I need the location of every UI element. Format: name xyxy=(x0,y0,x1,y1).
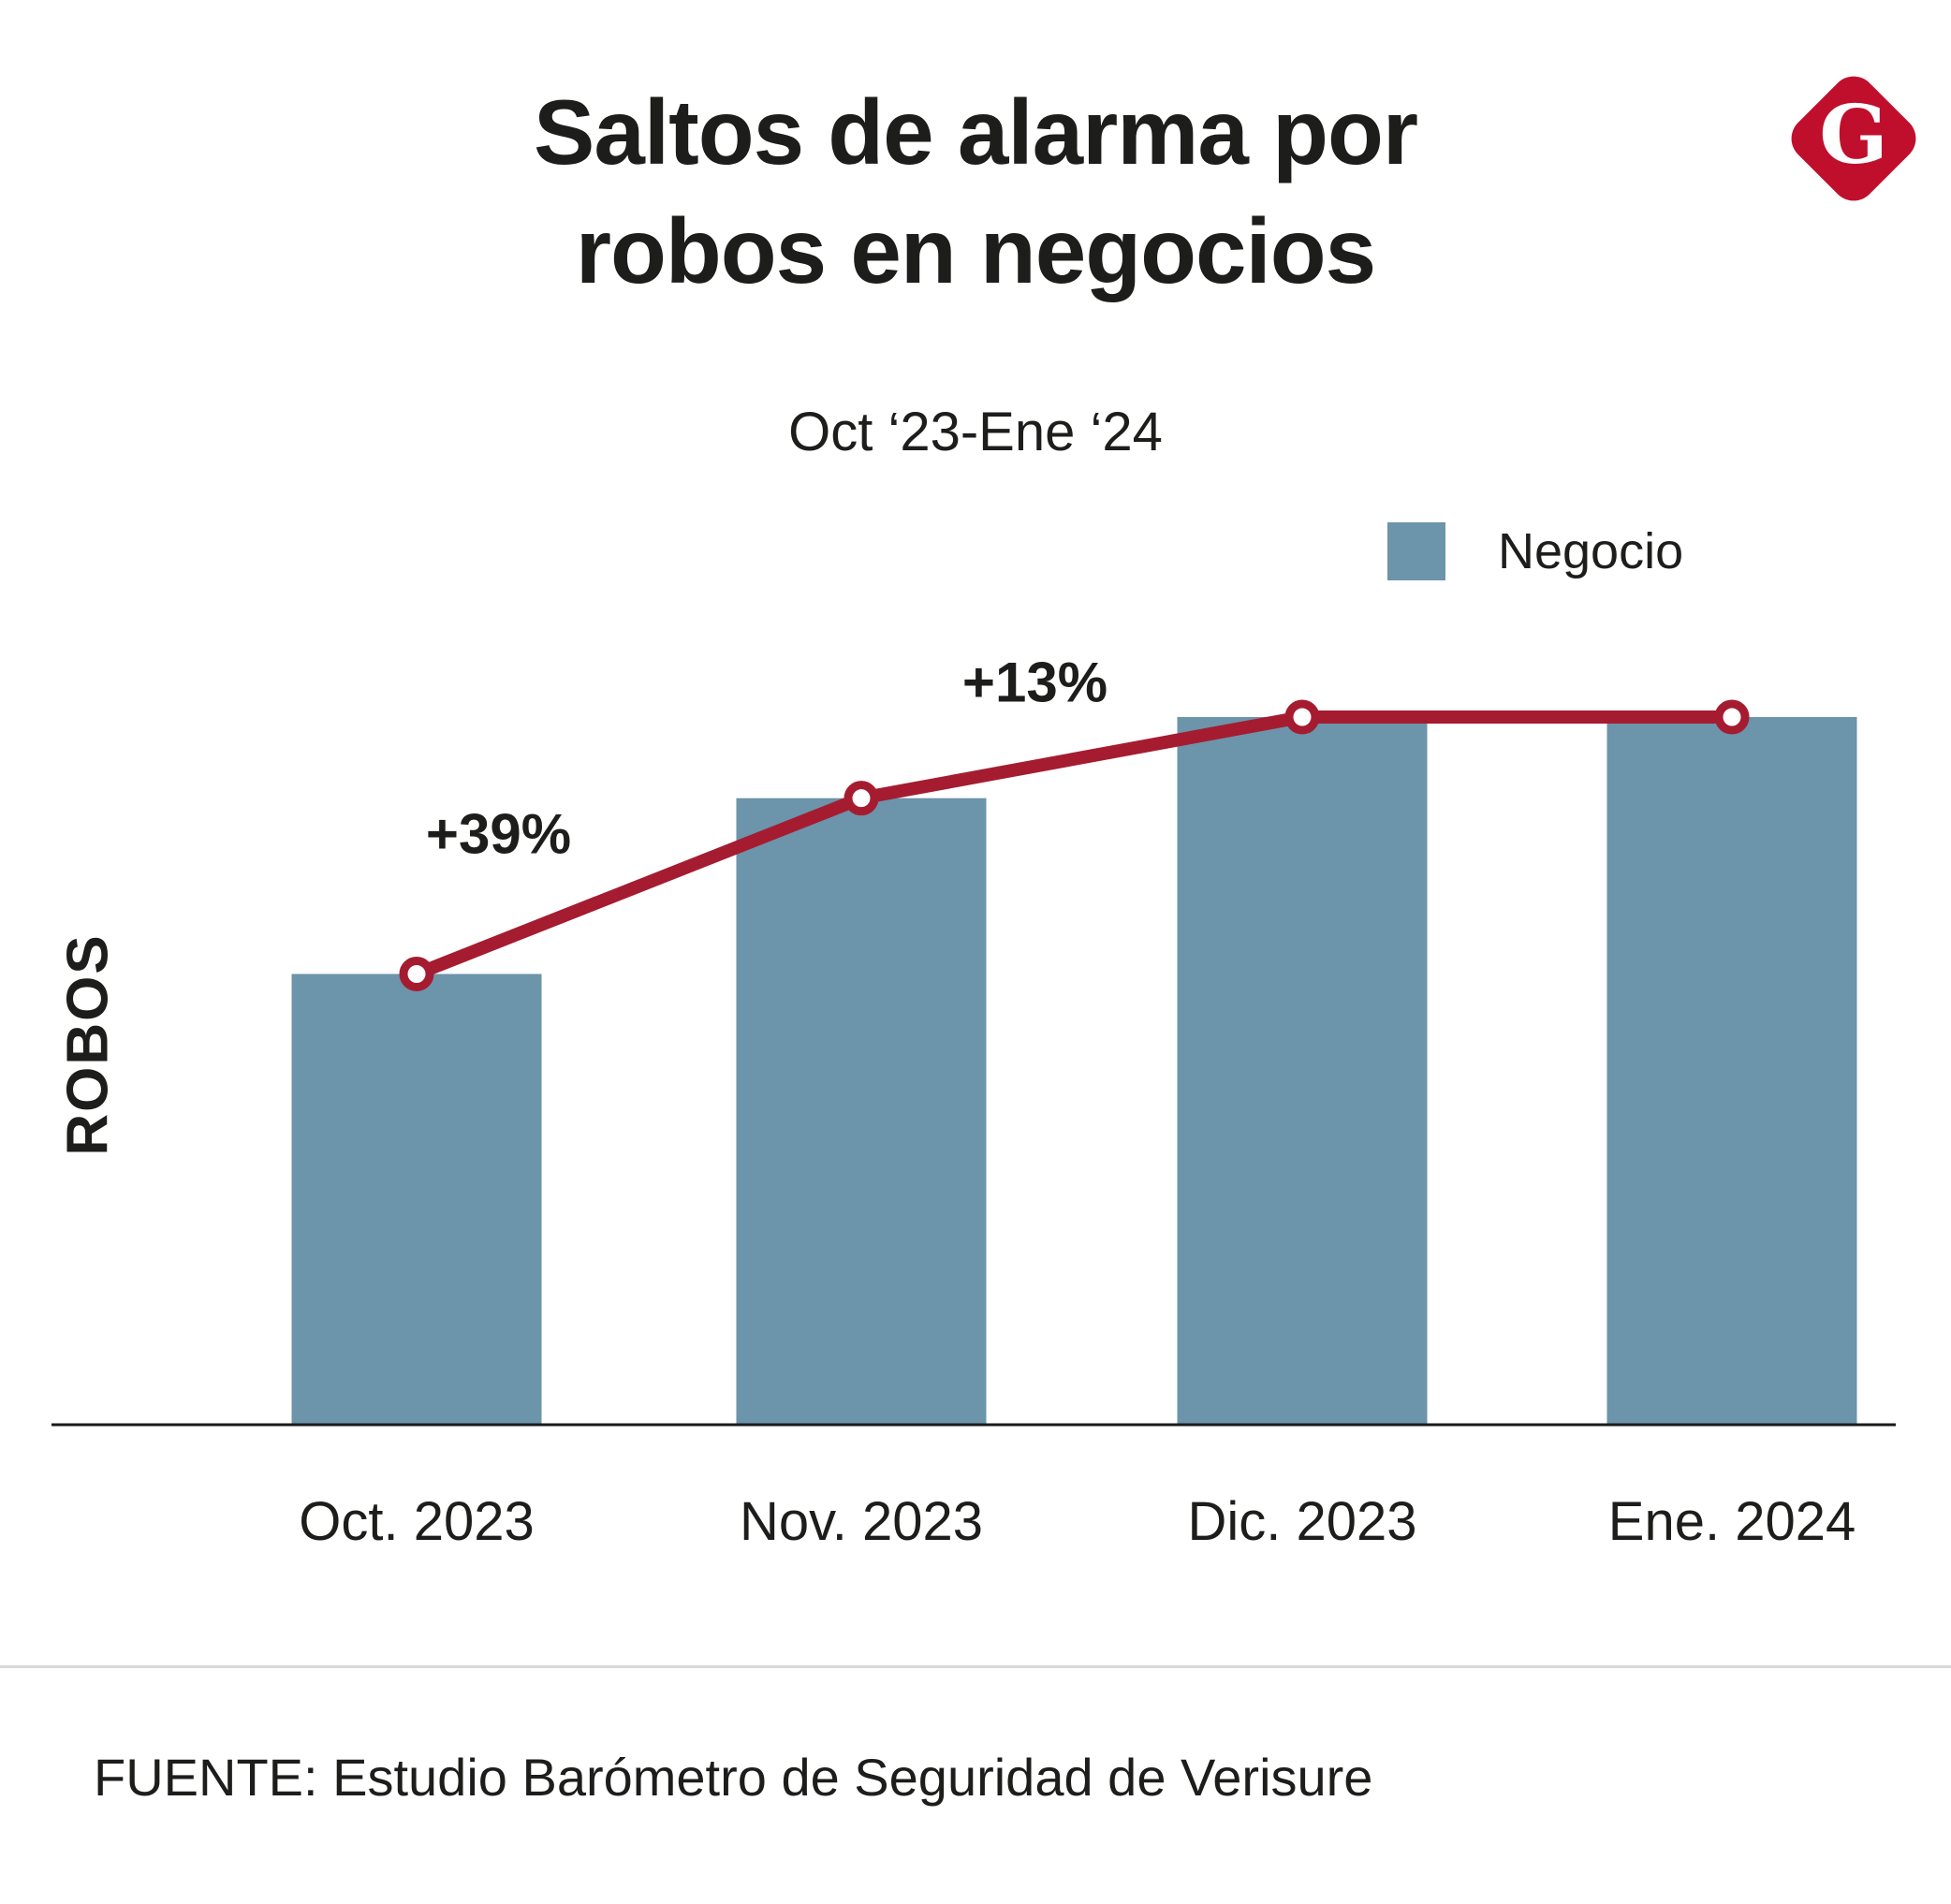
legend-label: Negocio xyxy=(1498,523,1684,579)
bar-Oct. 2023 xyxy=(291,974,542,1425)
trend-marker-Oct. 2023 xyxy=(399,956,434,991)
legend: Negocio xyxy=(1387,522,1683,580)
annotation-+39%: +39% xyxy=(426,803,571,866)
trend-line xyxy=(410,710,1738,981)
x-axis-label-Dic. 2023: Dic. 2023 xyxy=(1187,1491,1417,1552)
logo-letter-g: G xyxy=(1819,87,1888,183)
x-axis-label-Oct. 2023: Oct. 2023 xyxy=(299,1491,535,1552)
bar-Dic. 2023 xyxy=(1177,717,1428,1425)
x-axis-label-Nov. 2023: Nov. 2023 xyxy=(739,1491,984,1552)
page-title-line2: robos en negocios xyxy=(575,199,1376,303)
brand-logo: G xyxy=(1782,66,1926,211)
trend-marker-Dic. 2023 xyxy=(1284,699,1320,735)
bar-Ene. 2024 xyxy=(1606,717,1857,1425)
trend-marker-Nov. 2023 xyxy=(843,781,879,816)
footer-divider xyxy=(0,1665,1951,1668)
legend-swatch-negocio xyxy=(1387,522,1445,580)
page-title: Saltos de alarma por robos en negocios xyxy=(0,73,1951,312)
bar-Nov. 2023 xyxy=(736,798,987,1425)
source-note: FUENTE: Estudio Barómetro de Seguridad d… xyxy=(94,1748,1373,1807)
x-axis-labels: Oct. 2023 Nov. 2023 Dic. 2023 Ene. 2024 xyxy=(0,1490,1951,1574)
trend-marker-Ene. 2024 xyxy=(1714,699,1750,735)
annotation-+13%: +13% xyxy=(962,651,1108,713)
chart-subtitle: Oct ‘23-Ene ‘24 xyxy=(788,402,1163,462)
x-axis-label-Ene. 2024: Ene. 2024 xyxy=(1607,1491,1856,1552)
page-title-line1: Saltos de alarma por xyxy=(533,81,1418,183)
